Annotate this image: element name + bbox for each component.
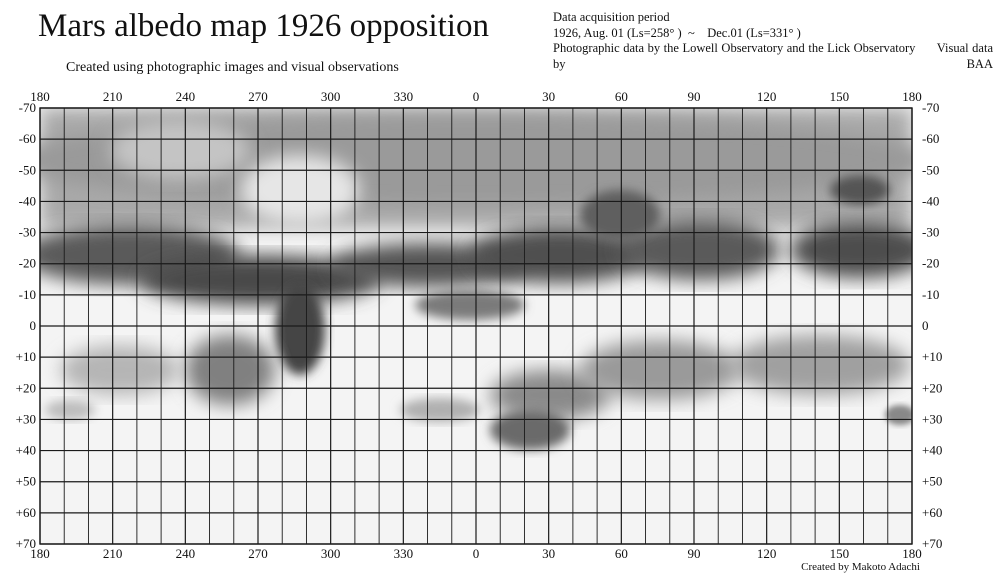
- longitude-label: 180: [30, 89, 50, 104]
- longitude-label: 30: [542, 89, 555, 104]
- latitude-label: -50: [922, 162, 939, 177]
- latitude-label: +20: [16, 380, 36, 395]
- coordinate-grid: [39, 107, 913, 545]
- longitude-label: 330: [394, 546, 414, 561]
- credit-text: Created by Makoto Adachi: [801, 561, 920, 573]
- info-heading: Data acquisition period: [553, 10, 670, 24]
- longitude-label: 180: [902, 89, 922, 104]
- latitude-label: -70: [19, 100, 36, 115]
- latitude-label: +40: [922, 443, 942, 458]
- longitude-label: 90: [688, 546, 701, 561]
- info-period: 1926, Aug. 01 (Ls=258° ) ~ Dec.01 (Ls=33…: [553, 25, 801, 40]
- longitude-label: 300: [321, 546, 341, 561]
- latitude-labels-left: -70 -60 -50 -40 -30 -20 -10 0 +10 +20 +30 +40 +50 +60…: [16, 100, 36, 551]
- longitude-label: 240: [176, 546, 196, 561]
- longitude-label: 180: [30, 546, 50, 561]
- latitude-label: -60: [922, 131, 939, 146]
- latitude-label: +10: [16, 349, 36, 364]
- longitude-labels-bottom: 180 210 240 270 300 330 0 30 60 90 120 150 180: [30, 546, 922, 561]
- longitude-labels-top: 180 210 240 270 300 330 0 30 60 90 120 150 180: [30, 89, 922, 104]
- latitude-label: +30: [922, 411, 942, 426]
- longitude-label: 210: [103, 89, 123, 104]
- longitude-label: 180: [902, 546, 922, 561]
- map-title: Mars albedo map 1926 opposition: [38, 8, 489, 44]
- longitude-label: 0: [473, 89, 480, 104]
- latitude-label: +40: [16, 443, 36, 458]
- info-sources: Photographic data by the Lowell Observat…: [553, 41, 993, 71]
- map-frame: [39, 107, 913, 545]
- longitude-label: 60: [615, 546, 628, 561]
- latitude-label: -50: [19, 162, 36, 177]
- latitude-label: -70: [922, 100, 939, 115]
- longitude-label: 150: [830, 89, 850, 104]
- latitude-label: -10: [19, 287, 36, 302]
- latitude-label: -40: [19, 193, 36, 208]
- latitude-label: -10: [922, 287, 939, 302]
- latitude-label: -20: [19, 256, 36, 271]
- latitude-label: -30: [19, 225, 36, 240]
- longitude-label: 30: [542, 546, 555, 561]
- latitude-labels-right: -70 -60 -50 -40 -30 -20 -10 0 +10 +20 +30 +40 +50 +60…: [922, 100, 942, 551]
- longitude-label: 240: [176, 89, 196, 104]
- longitude-label: 0: [473, 546, 480, 561]
- latitude-label: +60: [922, 505, 942, 520]
- latitude-label: 0: [922, 318, 929, 333]
- longitude-label: 270: [248, 546, 268, 561]
- longitude-label: 150: [830, 546, 850, 561]
- latitude-label: -60: [19, 131, 36, 146]
- latitude-label: -30: [922, 225, 939, 240]
- latitude-label: +30: [16, 411, 36, 426]
- map-subtitle: Created using photographic images and vi…: [66, 60, 399, 75]
- longitude-label: 270: [248, 89, 268, 104]
- latitude-label: +10: [922, 349, 942, 364]
- latitude-label: 0: [30, 318, 37, 333]
- acquisition-info: Data acquisition period 1926, Aug. 01 (L…: [553, 10, 993, 72]
- longitude-label: 210: [103, 546, 123, 561]
- latitude-label: +50: [922, 474, 942, 489]
- longitude-label: 90: [688, 89, 701, 104]
- latitude-label: +70: [922, 536, 942, 551]
- longitude-label: 120: [757, 546, 777, 561]
- latitude-label: +60: [16, 505, 36, 520]
- latitude-label: +70: [16, 536, 36, 551]
- longitude-label: 300: [321, 89, 341, 104]
- latitude-label: -40: [922, 193, 939, 208]
- latitude-label: -20: [922, 256, 939, 271]
- longitude-label: 330: [394, 89, 414, 104]
- longitude-label: 60: [615, 89, 628, 104]
- latitude-label: +20: [922, 380, 942, 395]
- longitude-label: 120: [757, 89, 777, 104]
- latitude-label: +50: [16, 474, 36, 489]
